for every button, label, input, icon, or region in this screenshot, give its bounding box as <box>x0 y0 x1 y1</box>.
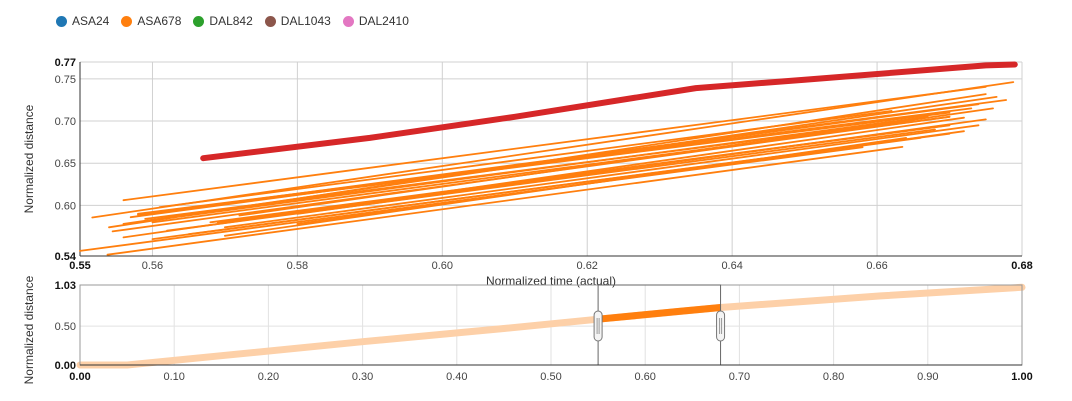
overview-band <box>76 283 1026 369</box>
overview-selected-band <box>597 304 721 323</box>
x-tick-label: 0.66 <box>866 260 887 272</box>
legend-item-asa24[interactable]: ASA24 <box>56 14 109 28</box>
series-line-asa678 <box>158 110 893 209</box>
y-tick-label: 0.60 <box>55 200 76 212</box>
overview-x-tick-label: 0.60 <box>634 371 655 383</box>
x-tick-label: 0.68 <box>1011 260 1032 272</box>
overview-y-tick-label: 0.00 <box>55 360 76 372</box>
overview-x-tick-label: 0.70 <box>729 371 750 383</box>
legend-label-dal1043: DAL1043 <box>280 14 331 28</box>
overview-y-axis-title: Normalized distance <box>22 275 36 384</box>
main-chart: 0.55 0.56 0.58 0.60 0.62 0.64 0.66 0.68 0.54 0.60… <box>22 57 1033 288</box>
series-line-asa678 <box>166 128 936 232</box>
overview-x-tick-label: 0.40 <box>446 371 467 383</box>
legend-label-asa678: ASA678 <box>137 14 182 28</box>
series-line-highlight <box>200 61 1018 162</box>
y-axis-title: Normalized distance <box>22 104 36 213</box>
overview-x-tick-label: 0.30 <box>352 371 373 383</box>
x-tick-label: 0.55 <box>69 260 90 272</box>
x-tick-label: 0.64 <box>721 260 742 272</box>
overview-chart: 0.00 0.10 0.20 0.30 0.40 0.50 0.60 0.70 0.80 0.90… <box>22 275 1033 384</box>
legend-item-dal842[interactable]: DAL842 <box>193 14 253 28</box>
brush-handle-left[interactable] <box>593 310 603 342</box>
legend-swatch-dal2410 <box>342 15 354 27</box>
series-line-asa678 <box>106 145 904 256</box>
brush-handle-right[interactable] <box>716 310 726 342</box>
series-line-asa678 <box>223 124 980 229</box>
y-tick-label: 0.75 <box>55 74 76 86</box>
overview-x-tick-label: 0.90 <box>917 371 938 383</box>
overview-x-tick-label: 1.00 <box>1011 371 1032 383</box>
legend-swatch-dal842 <box>193 15 205 27</box>
series-line-asa678 <box>187 136 922 236</box>
x-tick-label: 0.58 <box>287 260 308 272</box>
x-tick-label: 0.56 <box>142 260 163 272</box>
legend-item-dal2410[interactable]: DAL2410 <box>342 14 409 28</box>
overview-y-tick-label: 1.03 <box>55 280 76 292</box>
x-tick-label: 0.62 <box>577 260 598 272</box>
y-tick-label: 0.65 <box>55 158 76 170</box>
legend: ASA24 ASA678 DAL842 DAL1043 DAL2410 <box>56 12 421 30</box>
legend-label-dal842: DAL842 <box>209 14 253 28</box>
overview-x-tick-label: 0.80 <box>823 371 844 383</box>
legend-label-asa24: ASA24 <box>72 14 110 28</box>
series-line-asa678 <box>151 115 951 224</box>
series-line-asa678 <box>137 107 973 215</box>
overview-x-tick-label: 0.50 <box>540 371 561 383</box>
legend-swatch-dal1043 <box>264 15 276 27</box>
legend-item-dal1043[interactable]: DAL1043 <box>264 14 331 28</box>
y-tick-label: 0.70 <box>55 116 76 128</box>
series-line-asa678 <box>122 85 987 202</box>
overview-x-tick-label: 0.20 <box>258 371 279 383</box>
series-line-asa678 <box>238 107 994 217</box>
legend-item-asa678[interactable]: ASA678 <box>121 14 181 28</box>
overview-x-tick-label: 0.00 <box>69 371 90 383</box>
series-line-asa678 <box>151 111 951 214</box>
overview-x-tick-label: 0.10 <box>163 371 184 383</box>
legend-swatch-asa678 <box>121 15 133 27</box>
overview-y-tick-label: 0.50 <box>55 321 76 333</box>
legend-label-dal2410: DAL2410 <box>358 14 409 28</box>
series-line-asa678 <box>216 124 951 224</box>
brush-selection[interactable] <box>597 284 722 366</box>
y-tick-label: 0.77 <box>55 57 76 69</box>
series-line-asa678 <box>180 115 929 218</box>
x-tick-label: 0.60 <box>432 260 453 272</box>
y-tick-label: 0.54 <box>55 251 77 263</box>
legend-swatch-asa24 <box>56 15 67 27</box>
